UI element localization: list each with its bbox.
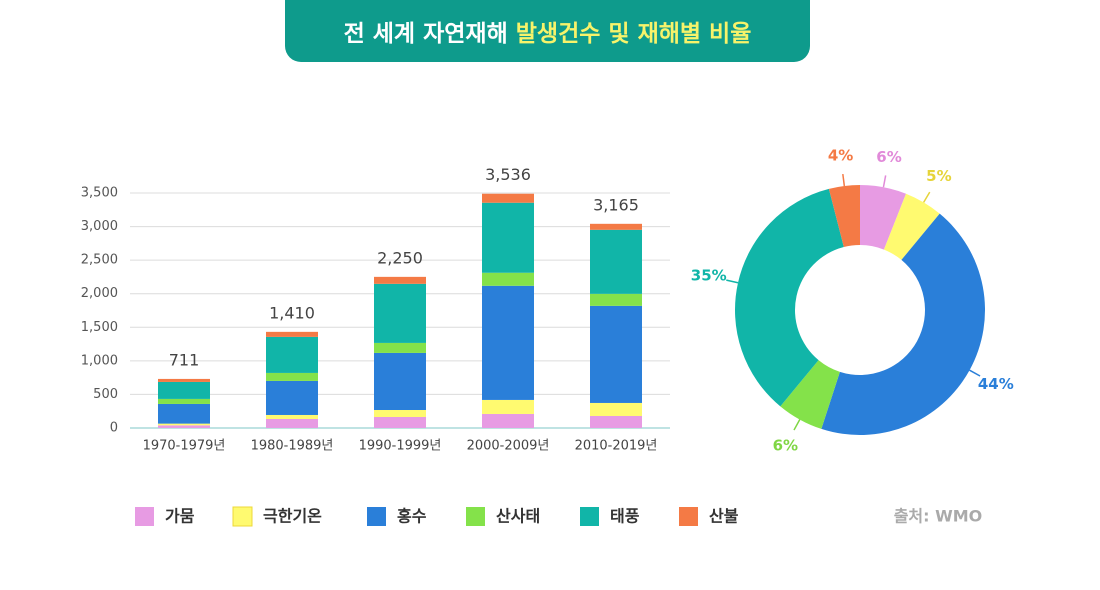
y-tick-label: 1,000 <box>81 353 118 368</box>
bar-segment <box>482 399 534 414</box>
value-label: 44% <box>978 375 1014 393</box>
y-tick-label: 0 <box>110 421 118 436</box>
bar-segment <box>374 276 426 284</box>
bar-segment <box>482 272 534 286</box>
bar-segment <box>374 283 426 343</box>
donut-slice <box>780 360 840 429</box>
bar-segment <box>590 415 642 428</box>
bar-segment <box>266 336 318 373</box>
legend-swatch <box>679 507 698 526</box>
bar-segment <box>158 378 210 382</box>
total-label: 3,165 <box>593 195 639 214</box>
total-label: 3,536 <box>485 165 531 184</box>
bar-segment <box>158 381 210 399</box>
x-tick-label: 1990-1999년 <box>359 439 442 454</box>
leader-line <box>842 173 846 187</box>
total-label: 711 <box>169 350 200 369</box>
bar-segment <box>374 410 426 417</box>
y-tick-label: 3,500 <box>81 186 118 201</box>
bar-segment <box>590 229 642 294</box>
leader-line <box>882 175 887 188</box>
legend-swatch <box>466 507 485 526</box>
donut-slice <box>860 185 907 250</box>
y-tick-label: 1,500 <box>81 320 118 335</box>
title-part: 전 세계 자연재해 <box>343 21 508 47</box>
y-tick-label: 2,000 <box>81 286 118 301</box>
bar-segment <box>266 419 318 428</box>
legend-swatch <box>580 507 599 526</box>
donut-slice <box>735 188 844 407</box>
bar-segment <box>590 293 642 306</box>
title-highlight: 발생건수 및 재해별 비율 <box>515 21 752 47</box>
legend-label: 가뭄 <box>165 507 195 526</box>
legend-swatch <box>135 507 154 526</box>
y-tick-label: 500 <box>93 387 118 402</box>
value-label: 6% <box>876 148 901 166</box>
leader-line <box>922 191 931 203</box>
bar-segment <box>590 305 642 403</box>
bar-segment <box>266 380 318 415</box>
bar-segment <box>482 193 534 203</box>
bar-segment <box>266 414 318 420</box>
legend-label: 산사태 <box>496 507 540 526</box>
donut-slice <box>828 185 860 248</box>
value-label: 5% <box>926 167 951 185</box>
legend-swatch <box>367 507 386 526</box>
source: 출처: WMO <box>894 507 983 526</box>
bar-segment <box>374 342 426 353</box>
value-label: 4% <box>828 147 853 165</box>
bar-segment <box>590 402 642 416</box>
legend-label: 홍수 <box>397 507 427 526</box>
legend-label: 산불 <box>709 507 739 526</box>
value-label: 6% <box>773 436 798 454</box>
bar-segment <box>590 223 642 230</box>
legend-swatch <box>232 506 253 527</box>
leader-line <box>969 369 981 377</box>
leader-line <box>726 279 739 284</box>
bar-segment <box>158 423 210 426</box>
bar-segment <box>482 202 534 273</box>
leader-line <box>793 419 801 431</box>
total-label: 2,250 <box>377 248 423 267</box>
y-tick-label: 3,000 <box>81 219 118 234</box>
total-label: 1,410 <box>269 303 315 322</box>
legend-label: 태풍 <box>610 507 640 526</box>
x-tick-label: 2010-2019년 <box>575 439 658 454</box>
donut-slice <box>883 193 940 260</box>
bar-segment <box>266 331 318 337</box>
title-banner: 전 세계 자연재해 발생건수 및 재해별 비율 <box>285 0 810 62</box>
bar-segment <box>158 403 210 424</box>
bar-segment <box>158 398 210 404</box>
bar-segment <box>374 352 426 411</box>
x-tick-label: 1980-1989년 <box>251 439 334 454</box>
value-label: 35% <box>691 267 727 285</box>
donut-slice <box>821 213 985 435</box>
bar-segment <box>158 425 210 428</box>
y-tick-label: 2,500 <box>81 253 118 268</box>
bar-segment <box>374 416 426 428</box>
x-tick-label: 1970-1979년 <box>143 439 226 454</box>
x-tick-label: 2000-2009년 <box>467 439 550 454</box>
bar-segment <box>482 285 534 400</box>
bar-segment <box>266 372 318 381</box>
bar-segment <box>482 413 534 428</box>
legend-label: 극한기온 <box>263 507 322 526</box>
